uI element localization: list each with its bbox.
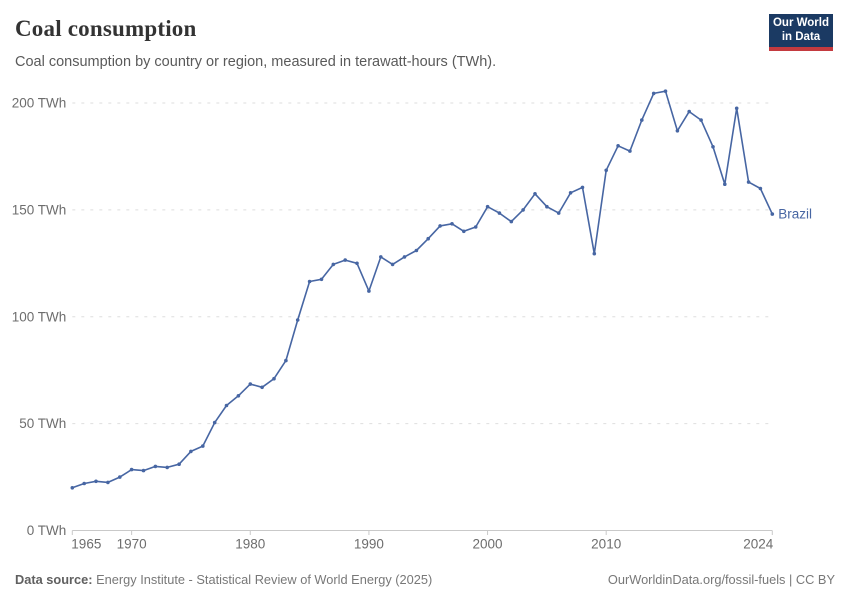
x-axis-tick-label: 2010 [591, 537, 621, 552]
data-point [592, 251, 597, 256]
x-axis-tick-label: 1970 [117, 537, 147, 552]
data-point [450, 222, 454, 226]
data-point [260, 385, 264, 390]
data-point [355, 261, 359, 266]
data-point [284, 358, 288, 363]
data-point [640, 118, 644, 122]
data-point [82, 481, 86, 486]
data-point [129, 467, 134, 472]
x-axis-tick-label: 1980 [235, 537, 265, 552]
data-point [770, 212, 775, 216]
data-point [272, 376, 276, 381]
data-source-note: Data source: Energy Institute - Statisti… [15, 572, 432, 587]
data-point [758, 186, 763, 191]
data-point [141, 468, 146, 473]
data-point [628, 149, 632, 153]
data-point [699, 118, 703, 122]
owid-logo[interactable]: Our World in Data [769, 14, 833, 51]
data-point [189, 449, 193, 454]
data-point [663, 89, 668, 93]
data-point [568, 191, 573, 195]
chart-footer: Data source: Energy Institute - Statisti… [15, 572, 835, 587]
data-point [343, 258, 348, 262]
data-point [473, 225, 478, 229]
data-point [651, 91, 656, 96]
data-point [390, 262, 395, 267]
data-point [402, 255, 407, 259]
chart-subtitle: Coal consumption by country or region, m… [15, 54, 497, 70]
data-point [521, 208, 525, 212]
y-axis-tick-label: 0 TWh [27, 523, 67, 538]
series-end-label[interactable]: Brazil [778, 207, 812, 222]
data-point [165, 465, 169, 470]
data-point [545, 204, 549, 209]
data-point [319, 277, 324, 282]
data-point [533, 192, 537, 196]
data-point [118, 475, 122, 479]
data-point [367, 289, 371, 293]
data-point [106, 480, 110, 485]
data-point [746, 180, 751, 184]
data-point [153, 464, 158, 469]
data-point [212, 420, 217, 425]
x-axis-tick-label: 2000 [473, 537, 503, 552]
x-axis-tick-label: 2024 [743, 537, 774, 552]
data-point [295, 318, 300, 322]
data-point [379, 255, 383, 259]
data-point [414, 248, 419, 253]
data-point [687, 109, 691, 114]
chart-line-brazil [71, 90, 774, 489]
x-axis-tick-label: 1965 [71, 537, 101, 552]
data-point [70, 486, 75, 490]
data-point [556, 211, 561, 215]
data-point [177, 462, 181, 467]
owid-license-link[interactable]: OurWorldinData.org/fossil-fuels | CC BY [607, 572, 835, 587]
data-point [580, 185, 585, 190]
data-point [604, 168, 608, 173]
owid-logo-line2: in Data [781, 30, 821, 43]
data-point [426, 236, 431, 241]
x-axis-tick-label: 1990 [354, 537, 384, 552]
data-source-text: Energy Institute - Statistical Review of… [92, 572, 433, 587]
data-point [675, 129, 680, 133]
data-point [711, 145, 715, 149]
data-point [616, 144, 620, 148]
y-axis-tick-label: 50 TWh [19, 416, 66, 431]
y-axis-tick-label: 200 TWh [12, 96, 67, 111]
y-axis-tick-label: 100 TWh [12, 309, 67, 324]
data-point [438, 224, 442, 228]
y-axis-tick-label: 150 TWh [12, 202, 67, 217]
data-point [723, 182, 727, 186]
data-point [201, 444, 205, 448]
data-point [94, 479, 98, 484]
data-point [248, 382, 253, 386]
data-point [224, 403, 229, 408]
data-point [331, 262, 336, 267]
page-title: Coal consumption [15, 16, 197, 41]
data-point [497, 211, 502, 215]
data-point [307, 279, 312, 284]
data-source-label: Data source: [15, 572, 93, 587]
data-point [462, 229, 466, 234]
data-point [236, 394, 241, 398]
data-point [485, 204, 490, 209]
data-point [509, 219, 514, 224]
data-point [734, 106, 739, 111]
owid-logo-line1: Our World [772, 17, 829, 29]
